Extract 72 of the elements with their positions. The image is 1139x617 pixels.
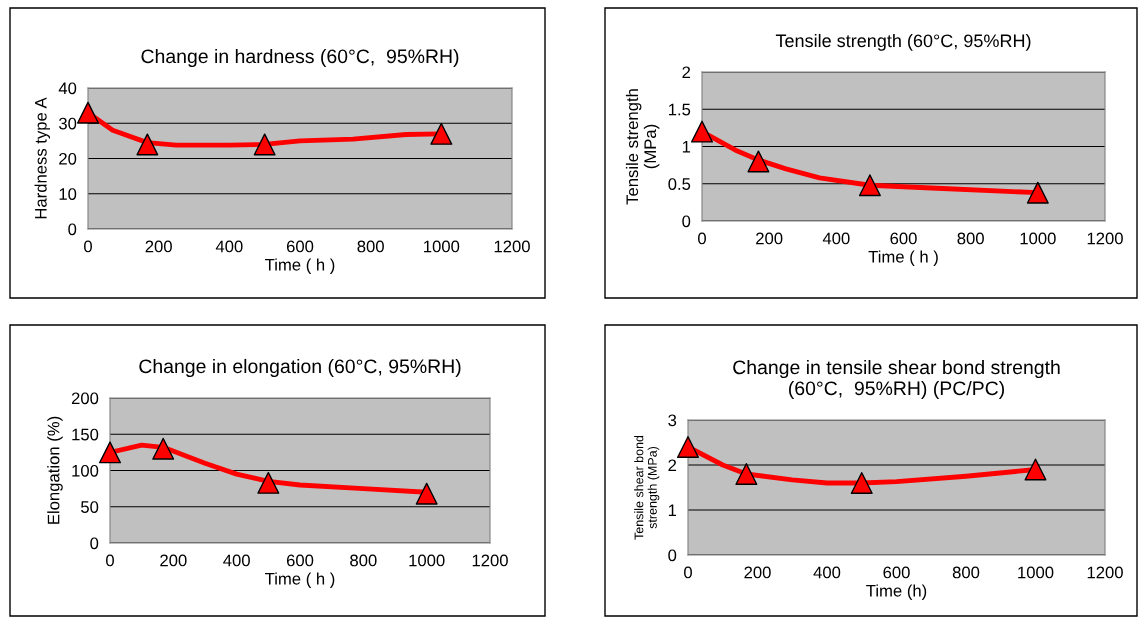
- y-tick-label: 0.5: [668, 178, 691, 190]
- y-tick-label: 150: [72, 428, 99, 441]
- y-axis-title: Tensile strength (MPa): [625, 89, 660, 205]
- point: [850, 472, 873, 494]
- x-tick-label: 1000: [1020, 232, 1056, 245]
- x-tick-label: 400: [822, 232, 850, 245]
- x-tick-label: 1000: [1018, 566, 1054, 579]
- x-tick-label: 800: [350, 554, 377, 567]
- point: [858, 174, 881, 197]
- x-tick-label: 0: [106, 554, 114, 567]
- y-tick-label: 3: [668, 414, 677, 427]
- y-tick-label: 0: [682, 215, 691, 228]
- y-tick-label: 50: [81, 501, 99, 513]
- point: [253, 133, 276, 156]
- chart-title: Tensile strength (60°C, 95%RH): [775, 33, 1031, 51]
- y-tick-label: 10: [59, 188, 77, 200]
- point: [152, 437, 175, 460]
- x-tick-label: 800: [952, 566, 980, 579]
- x-tick-label: 1200: [1087, 566, 1123, 579]
- y-tick-label: 200: [71, 392, 99, 405]
- x-axis-title: Time ( h ): [265, 258, 335, 274]
- point: [257, 471, 280, 494]
- y-axis-title: Hardness type A: [34, 97, 51, 219]
- x-axis-title: Time (h): [866, 584, 927, 600]
- x-tick-label: 200: [744, 566, 771, 579]
- chart-title: Change in elongation (60°C, 95%RH): [139, 358, 461, 378]
- y-tick-label: 20: [59, 152, 77, 165]
- y-axis-title: Tensile shear bond strength (MPa): [634, 435, 660, 540]
- y-tick-label: 100: [72, 464, 99, 477]
- x-tick-label: 1200: [1087, 232, 1123, 245]
- y-tick-label: 2: [668, 459, 677, 472]
- y-tick-label: 1: [682, 141, 691, 153]
- x-tick-label: 400: [813, 566, 841, 579]
- point: [735, 463, 758, 485]
- x-tick-label: 1200: [472, 554, 508, 567]
- x-tick-label: 800: [357, 240, 384, 253]
- point: [136, 133, 159, 156]
- point: [677, 436, 699, 458]
- point: [1026, 181, 1049, 204]
- point: [77, 101, 99, 124]
- x-tick-label: 600: [286, 554, 314, 567]
- point: [99, 441, 121, 464]
- x-tick-label: 200: [160, 554, 187, 567]
- x-axis-title: Time ( h ): [265, 572, 335, 588]
- y-tick-label: 0: [90, 537, 99, 550]
- point: [1024, 458, 1047, 481]
- chart-title: Change in tensile shear bond strength (60°C, 95%RH) (PC/PC): [733, 359, 1060, 400]
- point: [430, 122, 453, 145]
- x-tick-label: 1200: [494, 240, 530, 253]
- y-tick-label: 1: [668, 504, 677, 517]
- x-tick-label: 400: [215, 240, 243, 253]
- x-tick-label: 1000: [424, 240, 460, 253]
- x-tick-label: 600: [890, 232, 917, 245]
- x-tick-label: 600: [286, 240, 314, 253]
- x-tick-label: 0: [698, 232, 706, 245]
- y-tick-label: 1.5: [668, 103, 691, 116]
- x-tick-label: 600: [883, 566, 910, 579]
- y-tick-label: 2: [682, 66, 691, 79]
- point: [747, 150, 770, 173]
- point: [691, 120, 713, 143]
- chart-title: Change in hardness (60°C, 95%RH): [141, 48, 459, 68]
- y-tick-label: 40: [58, 82, 77, 95]
- x-tick-label: 200: [145, 240, 172, 253]
- x-tick-label: 400: [223, 554, 250, 567]
- y-tick-label: 30: [58, 117, 77, 130]
- y-axis-title: Elongation (%): [47, 416, 63, 524]
- x-tick-label: 1000: [409, 554, 445, 567]
- y-tick-label: 0: [68, 223, 77, 236]
- x-tick-label: 200: [756, 232, 783, 245]
- point: [415, 482, 438, 505]
- x-tick-label: 800: [957, 232, 984, 245]
- x-axis-title: Time ( h ): [868, 250, 938, 266]
